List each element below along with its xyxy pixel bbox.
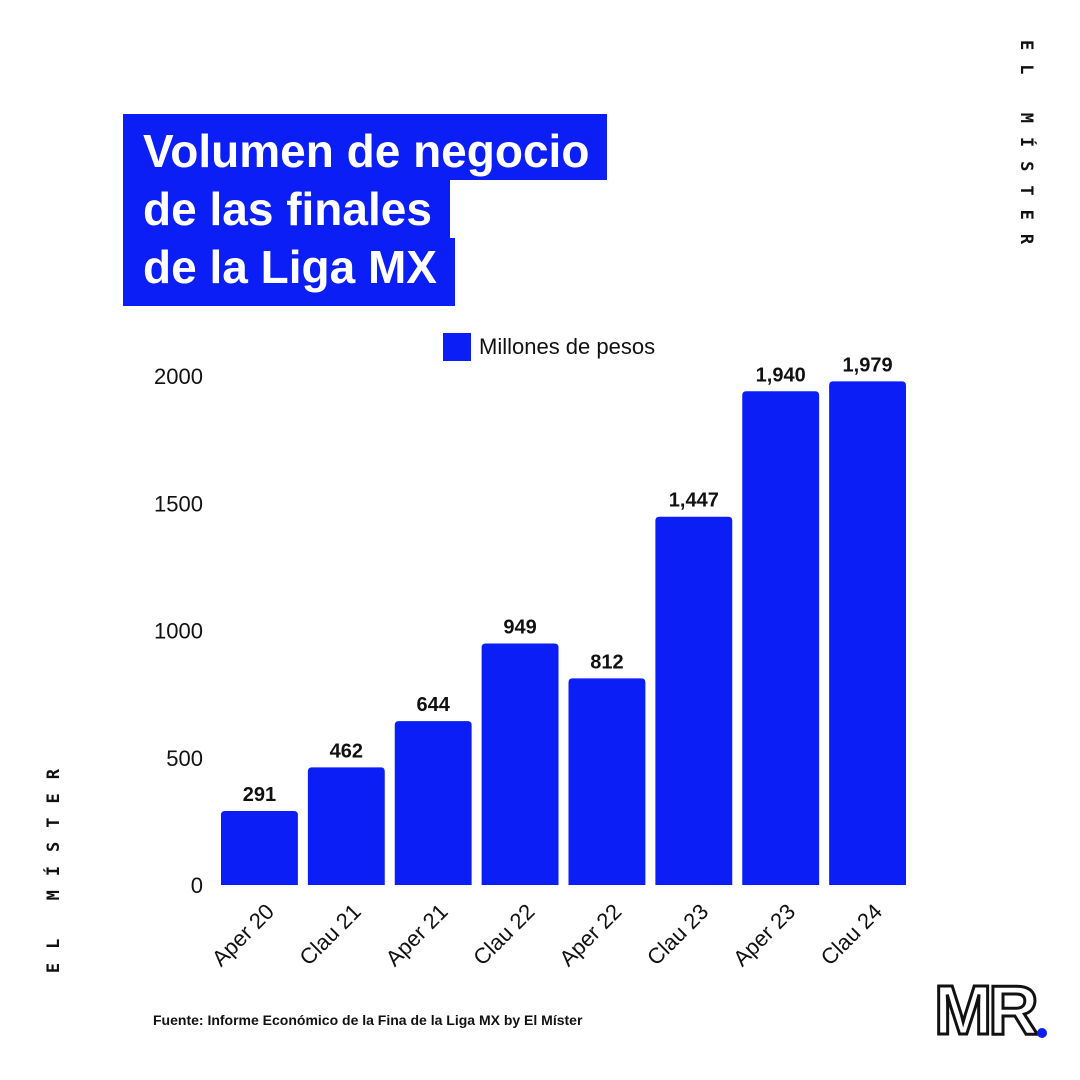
x-tick-label: Aper 22 [554, 899, 626, 971]
bar [829, 381, 906, 885]
y-tick-label: 1500 [154, 491, 203, 516]
x-tick-label: Clau 22 [468, 899, 539, 970]
brand-vertical-right: EL MÍSTER [1016, 40, 1036, 259]
source-note: Fuente: Informe Económico de la Fina de … [153, 1012, 583, 1028]
bar [742, 391, 820, 885]
data-label: 291 [243, 784, 276, 806]
x-tick-label: Aper 23 [728, 899, 800, 971]
x-tick-label: Aper 20 [207, 899, 279, 971]
legend-label: Millones de pesos [479, 334, 656, 359]
chart-title: Volumen de negocio de las finales de la … [123, 114, 608, 306]
mr-logo: MR [933, 971, 1047, 1049]
brand-vertical-left: EL MÍSTER [44, 755, 64, 974]
title-line-3: de la Liga MX [123, 238, 455, 306]
legend-swatch [443, 333, 471, 361]
data-label: 812 [590, 651, 623, 673]
data-label: 949 [503, 616, 536, 638]
data-label: 1,979 [843, 354, 893, 376]
x-tick-label: Clau 24 [816, 899, 887, 970]
y-tick-label: 0 [191, 873, 203, 898]
bar [307, 767, 385, 885]
bar [481, 643, 559, 885]
bar [394, 721, 472, 885]
bar [568, 678, 646, 885]
data-label: 1,940 [756, 364, 806, 386]
bar [655, 516, 733, 885]
title-line-1: Volumen de negocio [123, 114, 608, 180]
logo-dot [1036, 1028, 1047, 1038]
title-line-2: de las finales [123, 180, 450, 238]
y-tick-label: 1000 [154, 619, 203, 644]
logo-text: MR [933, 971, 1041, 1049]
y-tick-label: 500 [166, 746, 203, 771]
data-label: 1,447 [669, 490, 719, 512]
legend: Millones de pesos [443, 333, 655, 361]
x-tick-label: Clau 23 [642, 899, 713, 970]
bar [221, 810, 298, 885]
x-tick-label: Aper 21 [381, 899, 453, 971]
y-tick-label: 2000 [154, 364, 203, 389]
x-tick-label: Clau 21 [295, 899, 366, 970]
data-label: 462 [330, 740, 363, 762]
data-label: 644 [417, 694, 451, 716]
